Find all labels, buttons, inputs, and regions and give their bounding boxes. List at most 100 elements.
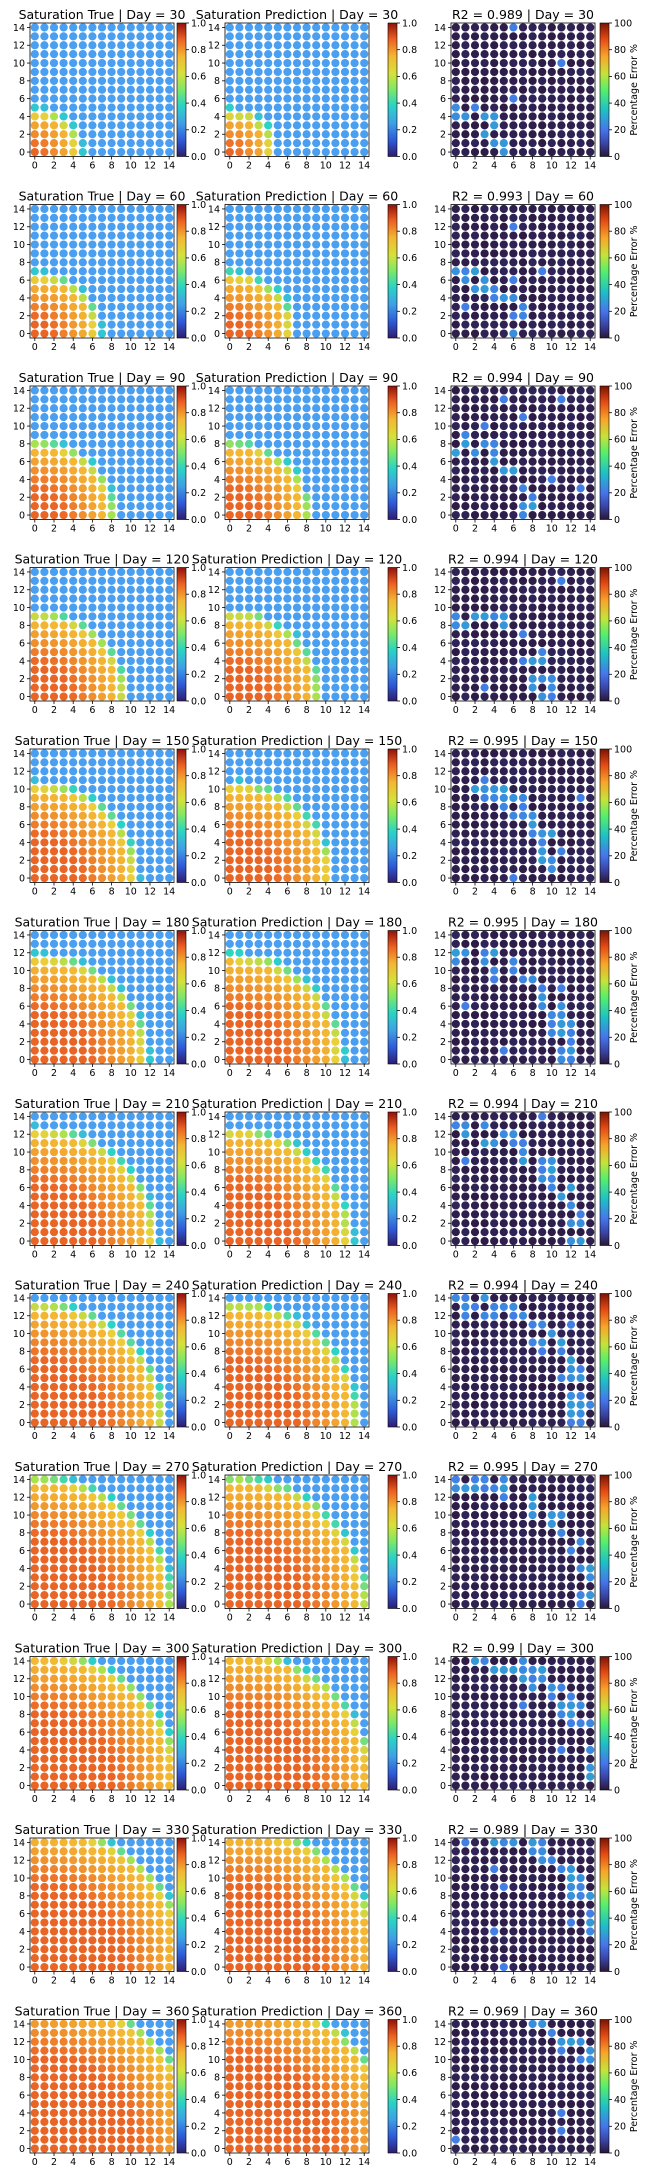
grid-point xyxy=(461,311,470,320)
grid-point xyxy=(302,510,311,520)
grid-point xyxy=(528,865,537,874)
grid-point xyxy=(547,692,556,701)
grid-point xyxy=(283,50,292,59)
grid-point xyxy=(586,240,595,249)
grid-point xyxy=(273,302,282,311)
grid-point xyxy=(165,267,174,276)
grid-point xyxy=(107,386,116,395)
grid-point xyxy=(302,421,311,431)
grid-point xyxy=(518,1010,528,1020)
grid-point xyxy=(538,621,547,630)
grid-point xyxy=(528,421,537,431)
grid-point xyxy=(302,984,311,993)
grid-point xyxy=(235,820,244,829)
grid-point xyxy=(235,767,244,776)
grid-point xyxy=(59,213,68,222)
grid-point xyxy=(78,567,87,577)
grid-point xyxy=(165,1055,174,1064)
grid-point xyxy=(331,23,340,32)
grid-point xyxy=(470,23,480,32)
grid-point xyxy=(49,112,59,121)
grid-point xyxy=(451,302,460,311)
grid-point xyxy=(59,1112,68,1121)
grid-point xyxy=(528,32,537,41)
grid-point xyxy=(107,76,116,85)
grid-point xyxy=(264,793,273,803)
grid-point xyxy=(59,1210,68,1219)
grid-point xyxy=(155,1055,164,1064)
grid-point xyxy=(78,1139,87,1148)
grid-point xyxy=(451,576,460,585)
grid-point xyxy=(499,621,508,630)
grid-point xyxy=(97,1046,107,1055)
grid-point xyxy=(145,85,155,94)
grid-point xyxy=(126,612,135,621)
grid-point xyxy=(292,475,302,484)
grid-point xyxy=(145,249,155,258)
x-tick-label: 2 xyxy=(51,705,57,716)
grid-point xyxy=(40,820,49,829)
grid-point xyxy=(586,1010,595,1020)
grid-point xyxy=(470,413,480,422)
grid-point xyxy=(244,413,254,422)
grid-point xyxy=(235,404,244,413)
grid-point xyxy=(312,829,321,838)
grid-point xyxy=(586,58,595,68)
grid-point xyxy=(264,147,273,157)
grid-point xyxy=(312,404,321,413)
grid-point xyxy=(49,1228,59,1237)
grid-point xyxy=(490,820,499,829)
grid-point xyxy=(97,267,107,276)
grid-point xyxy=(340,41,350,50)
x-tick-label: 14 xyxy=(584,705,596,716)
grid-point xyxy=(165,311,174,320)
grid-point xyxy=(586,23,595,32)
grid-point xyxy=(283,683,292,692)
colorbar-tick-label: 0.4 xyxy=(191,280,206,291)
grid-point xyxy=(117,1019,126,1029)
grid-point xyxy=(97,793,107,803)
grid-point xyxy=(566,639,576,648)
grid-point xyxy=(49,784,59,794)
grid-point xyxy=(576,630,585,639)
grid-point xyxy=(117,32,126,41)
grid-point xyxy=(312,749,321,758)
grid-point xyxy=(499,1046,508,1055)
grid-point xyxy=(509,302,518,311)
grid-point xyxy=(576,23,585,32)
grid-point xyxy=(136,829,145,838)
grid-point xyxy=(107,865,116,874)
grid-point xyxy=(538,647,547,657)
grid-point xyxy=(40,647,49,657)
grid-point xyxy=(235,395,244,404)
grid-point xyxy=(557,674,566,683)
grid-point xyxy=(117,767,126,776)
grid-point xyxy=(30,41,39,50)
x-tick-label: 4 xyxy=(491,887,497,898)
grid-point xyxy=(117,510,126,520)
grid-point xyxy=(273,975,282,984)
grid-point xyxy=(547,231,556,240)
grid-point xyxy=(538,240,547,249)
grid-point xyxy=(509,311,518,320)
grid-point xyxy=(461,939,470,948)
grid-point xyxy=(165,1019,174,1029)
grid-point xyxy=(547,222,556,231)
grid-point xyxy=(273,1002,282,1011)
grid-point xyxy=(509,820,518,829)
grid-point xyxy=(69,457,78,466)
grid-point xyxy=(88,302,97,311)
grid-point xyxy=(538,284,547,294)
grid-point xyxy=(78,311,87,320)
grid-point xyxy=(78,1165,87,1174)
grid-point xyxy=(136,267,145,276)
grid-point xyxy=(538,222,547,231)
grid-point xyxy=(244,284,254,294)
grid-point xyxy=(165,758,174,767)
grid-point xyxy=(235,567,244,577)
grid-point xyxy=(451,865,460,874)
grid-point xyxy=(40,692,49,701)
grid-point xyxy=(331,121,340,130)
grid-point xyxy=(59,147,68,157)
grid-point xyxy=(360,865,369,874)
